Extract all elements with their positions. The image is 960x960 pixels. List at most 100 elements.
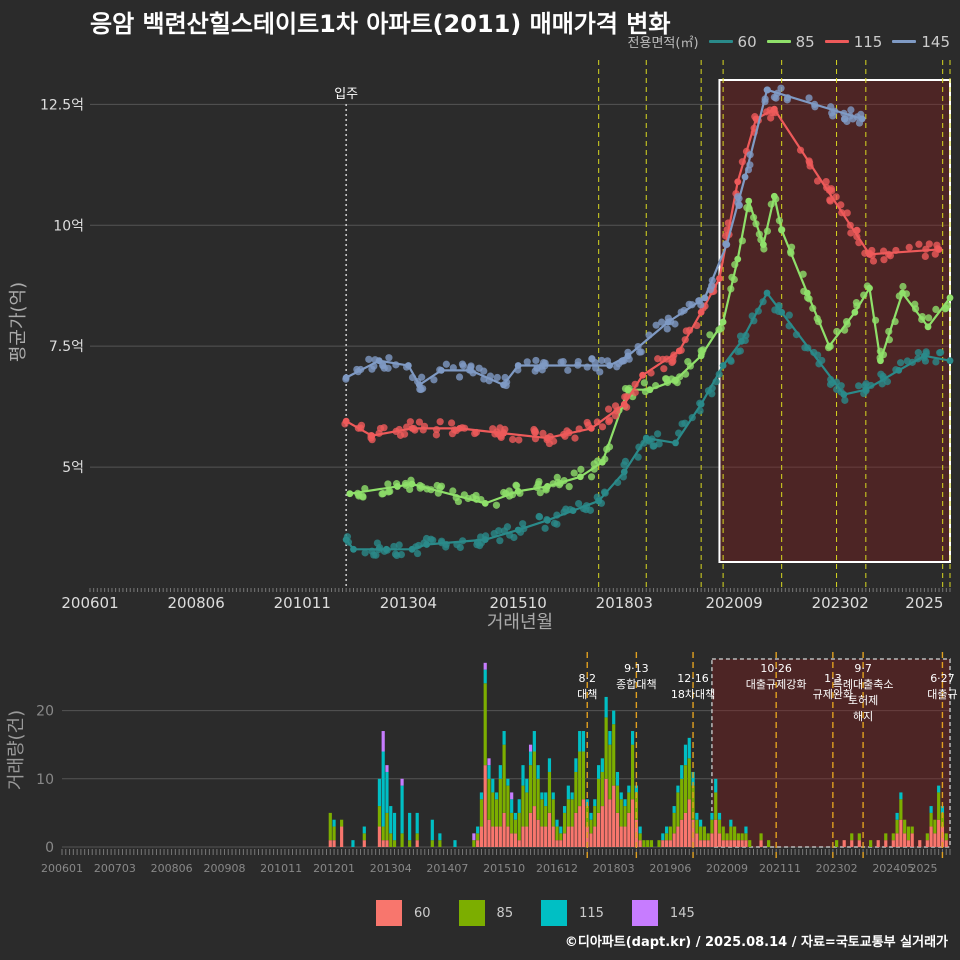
vol-bar-115 (476, 826, 480, 834)
vol-bar-85 (547, 771, 552, 813)
vol-bar-85 (937, 792, 941, 820)
price-marker-115 (544, 434, 551, 442)
vol-bar-60 (532, 806, 536, 847)
price-marker-115 (500, 429, 507, 437)
y-tick-label: 12.5억 (40, 97, 84, 113)
price-point-60 (621, 457, 630, 465)
vol-x-tick-label: 200601 (41, 862, 83, 875)
legend-item-145: 145 (892, 33, 950, 51)
vol-bar-60 (362, 840, 366, 847)
price-marker-60 (350, 545, 357, 553)
price-marker-60 (383, 545, 390, 553)
vol-bar-60 (699, 840, 703, 847)
vol-bar-115 (498, 765, 502, 779)
vol-bar-115 (604, 696, 608, 718)
price-point-115 (406, 418, 414, 426)
vol-bar-60 (627, 812, 631, 847)
vol-bar-85 (857, 833, 861, 841)
vol-bar-85 (328, 812, 332, 841)
price-point-145 (379, 362, 387, 370)
vol-bar-85 (680, 778, 684, 820)
price-point-85 (437, 482, 446, 490)
vol-bar-115 (551, 792, 555, 800)
vol-bar-115 (634, 785, 638, 793)
vol-bar-115 (544, 792, 548, 807)
vol-bar-85 (687, 758, 691, 800)
x-tick-label: 201304 (380, 594, 437, 612)
vol-bar-145 (487, 758, 491, 766)
vol-bar-60 (589, 833, 593, 847)
price-point-85 (899, 282, 907, 291)
price-point-85 (706, 331, 714, 339)
chart-title: 응암 백련산힐스테이트1차 아파트(2011) 매매가격 변화 (90, 10, 671, 38)
vol-bar-60 (551, 826, 555, 847)
vol-policy-label: 8·2 대책 (577, 672, 597, 701)
vol-bar-85 (702, 826, 706, 841)
price-point-115 (869, 257, 878, 265)
vol-bar-60 (525, 826, 529, 847)
price-point-145 (557, 358, 565, 366)
vol-bar-85 (619, 799, 623, 827)
price-marker-115 (935, 246, 943, 253)
vol-policy-label: 1·3 규제완화 (813, 672, 853, 701)
legend-title: 전용면적(㎡) (627, 36, 699, 51)
vol-bar-85 (884, 833, 888, 841)
legend-swatch-115 (824, 40, 849, 43)
price-point-145 (663, 325, 671, 333)
vol-bar-85 (332, 826, 336, 841)
price-marker-85 (866, 284, 873, 292)
price-marker-145 (415, 381, 423, 389)
vol-bar-60 (487, 819, 491, 847)
legend-swatch-60 (708, 40, 733, 43)
vol-bar-85 (415, 833, 419, 841)
move-in-label: 입주 (334, 87, 358, 102)
price-point-145 (418, 373, 426, 381)
price-marker-115 (752, 115, 760, 123)
vol-bar-60 (910, 833, 914, 847)
y-tick-label: 10억 (53, 218, 84, 234)
vol-bar-115 (619, 792, 623, 800)
price-point-60 (932, 358, 940, 366)
vol-bar-60 (540, 826, 544, 847)
vol-bar-115 (332, 819, 336, 827)
price-marker-85 (759, 241, 767, 249)
price-point-145 (368, 365, 376, 373)
vol-bar-85 (596, 778, 601, 813)
vol-bar-115 (589, 812, 593, 820)
vol-bar-85 (551, 799, 555, 827)
vol-bar-85 (725, 833, 729, 841)
price-marker-145 (741, 173, 749, 181)
vol-bar-60 (876, 840, 880, 847)
vol-bar-145 (510, 792, 514, 800)
price-marker-85 (778, 226, 786, 234)
vol-bar-85 (385, 812, 389, 841)
price-marker-60 (342, 536, 350, 544)
credit: ©디아파트(dapt.kr) / 2025.08.14 / 자료=국토교통부 실… (564, 935, 948, 950)
price-marker-85 (877, 357, 884, 365)
vol-bar-60 (619, 826, 623, 847)
vol-bar-115 (676, 785, 680, 793)
price-point-85 (454, 497, 463, 506)
volume-legend-label-85: 85 (496, 905, 514, 921)
legend-item-85: 85 (766, 33, 815, 51)
vol-bar-60 (944, 840, 948, 847)
vol-bar-85 (521, 785, 525, 827)
vol-bar-60 (744, 840, 748, 847)
vol-bar-85 (562, 812, 567, 834)
legend-swatch-85 (766, 40, 791, 43)
vol-x-tick-label: 200806 (151, 862, 193, 875)
price-marker-145 (514, 362, 522, 369)
price-marker-85 (803, 289, 811, 297)
volume-legend-115: 115 (541, 900, 604, 926)
price-marker-60 (569, 507, 577, 515)
vol-bar-60 (842, 840, 846, 847)
vol-bar-85 (532, 751, 536, 807)
price-point-115 (539, 429, 547, 438)
vol-x-tick-label: 201011 (260, 862, 302, 875)
vol-bar-115 (593, 799, 597, 807)
price-point-145 (564, 366, 572, 374)
vol-x-tick-label: 202111 (759, 862, 801, 875)
price-point-115 (925, 240, 933, 248)
vol-bar-60 (340, 826, 344, 847)
vol-bar-60 (710, 833, 714, 847)
